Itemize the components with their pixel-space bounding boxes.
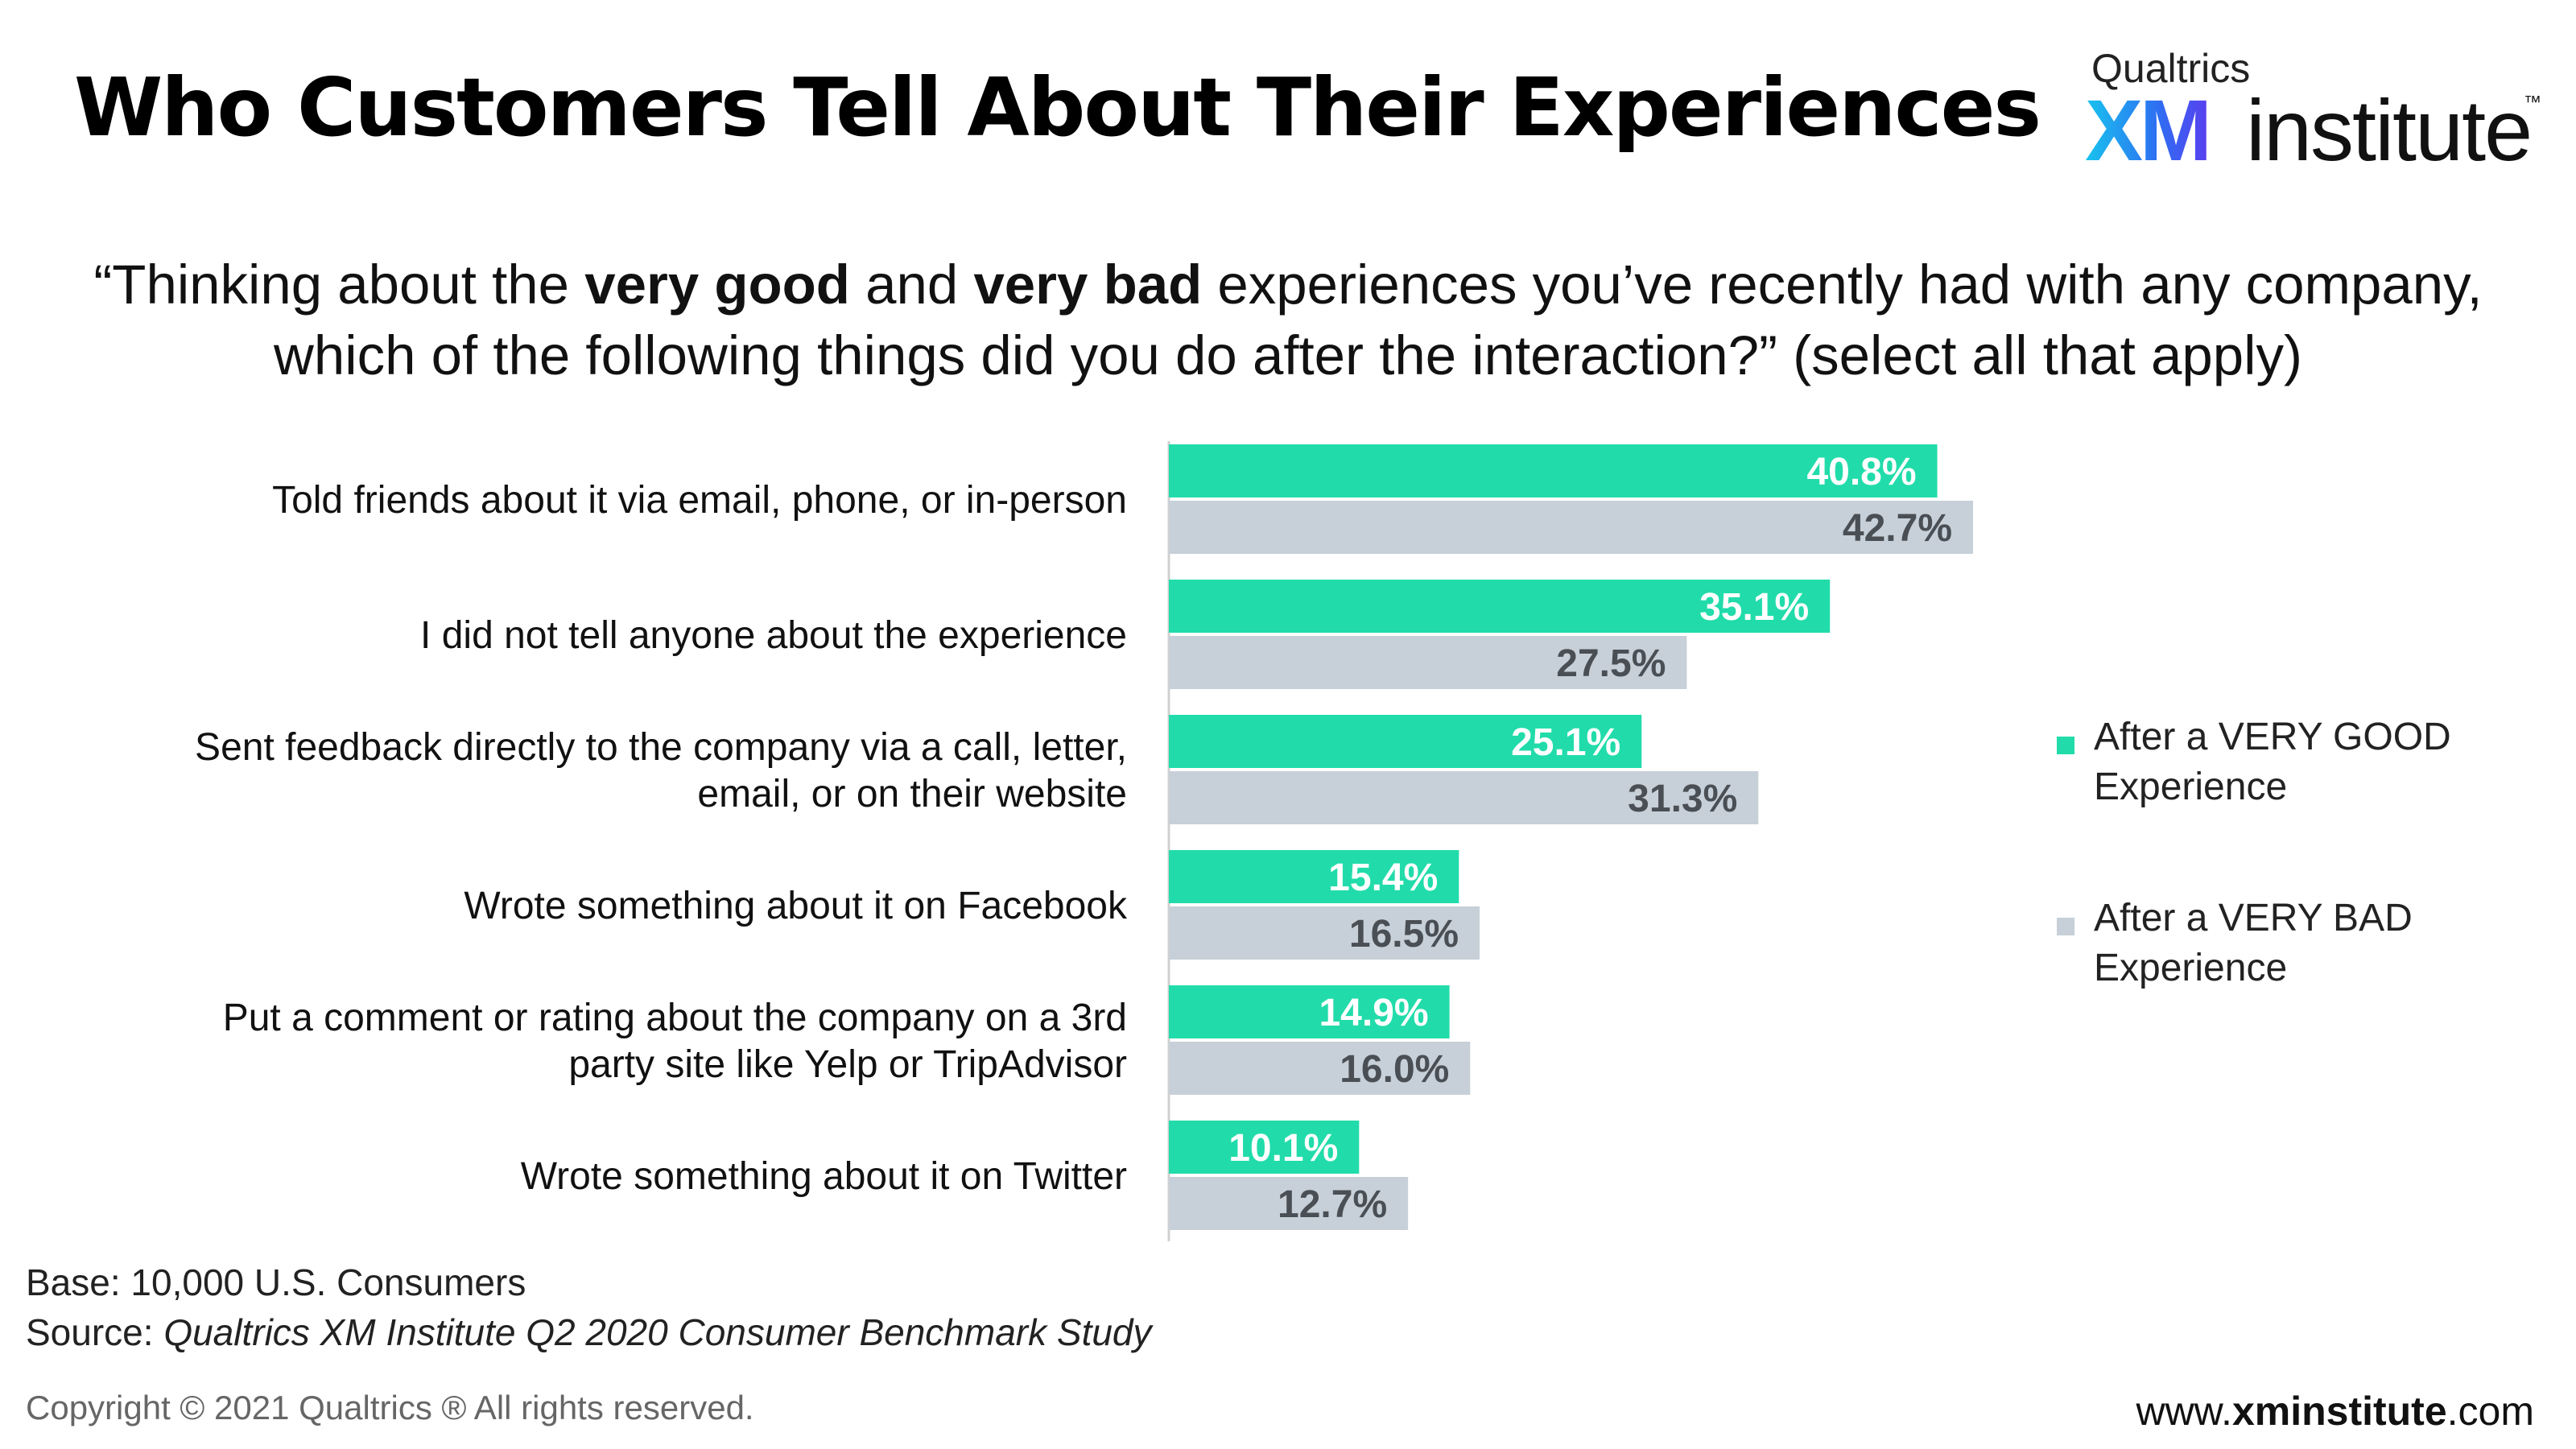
data-label-very-bad-5: 12.7% xyxy=(1278,1183,1387,1226)
category-label-4-line-0: Put a comment or rating about the compan… xyxy=(223,997,1127,1039)
source-prefix: Source: xyxy=(26,1311,164,1353)
legend-item-very-bad: After a VERY BAD Experience xyxy=(2057,894,2508,994)
survey-question: “Thinking about the very good and very b… xyxy=(48,250,2528,391)
data-label-very-bad-4: 16.0% xyxy=(1340,1048,1449,1091)
bar-very-good-2 xyxy=(1169,715,1642,768)
legend-label-very-good: After a VERY GOOD Experience xyxy=(2094,712,2496,812)
data-label-very-bad-3: 16.5% xyxy=(1349,913,1459,956)
data-label-very-good-1: 35.1% xyxy=(1699,586,1809,629)
website-link[interactable]: www.xminstitute.com xyxy=(2136,1388,2534,1435)
category-label-5-line-0: Wrote something about it on Twitter xyxy=(521,1155,1127,1198)
logo-brand-institute: institute xyxy=(2246,81,2533,179)
legend-line: Experience xyxy=(2094,947,2288,989)
legend-line: After a VERY BAD xyxy=(2094,897,2413,939)
category-label-4-line-1: party site like Yelp or TripAdvisor xyxy=(568,1043,1127,1086)
legend-line: After a VERY GOOD xyxy=(2094,716,2451,758)
data-label-very-good-0: 40.8% xyxy=(1806,451,1916,493)
website-prefix: www. xyxy=(2136,1389,2232,1434)
question-bold-very-bad: very bad xyxy=(973,254,1203,316)
data-label-very-bad-0: 42.7% xyxy=(1843,507,1952,550)
bar-very-bad-3 xyxy=(1169,906,1480,960)
data-label-very-good-4: 14.9% xyxy=(1319,992,1428,1034)
legend-swatch-very-good xyxy=(2057,737,2074,754)
source-note: Source: Qualtrics XM Institute Q2 2020 C… xyxy=(26,1307,1152,1357)
legend-line: Experience xyxy=(2094,766,2288,808)
bar-very-good-3 xyxy=(1169,850,1459,903)
source-title: Qualtrics XM Institute Q2 2020 Consumer … xyxy=(163,1311,1152,1353)
bar-very-good-5 xyxy=(1169,1121,1360,1174)
category-label-1-line-0: I did not tell anyone about the experien… xyxy=(420,614,1127,657)
data-label-very-good-2: 25.1% xyxy=(1511,721,1620,764)
bar-very-bad-0 xyxy=(1169,501,1973,554)
category-label-2-line-1: email, or on their website xyxy=(697,773,1127,815)
category-label-2-line-0: Sent feedback directly to the company vi… xyxy=(195,726,1127,769)
chart-legend: After a VERY GOOD Experience After a VER… xyxy=(2057,712,2508,1075)
legend-swatch-very-bad xyxy=(2057,918,2074,935)
copyright-notice: Copyright © 2021 Qualtrics ® All rights … xyxy=(26,1389,754,1426)
website-domain: xminstitute xyxy=(2231,1389,2447,1434)
chart-notes: Base: 10,000 U.S. Consumers Source: Qual… xyxy=(26,1257,1152,1357)
question-text-rest: experiences you’ve recently had with any… xyxy=(274,254,2483,386)
legend-label-very-bad: After a VERY BAD Experience xyxy=(2094,894,2496,993)
bar-very-bad-2 xyxy=(1169,771,1759,824)
question-bold-very-good: very good xyxy=(584,254,850,316)
logo-brand-xm: XM xyxy=(2085,81,2212,179)
xm-institute-logo: Qualtrics XM institute ™ xyxy=(2085,45,2541,179)
logo-trademark: ™ xyxy=(2524,92,2541,112)
question-text-mid: and xyxy=(849,254,974,316)
base-note: Base: 10,000 U.S. Consumers xyxy=(26,1261,526,1303)
bar-very-good-1 xyxy=(1169,580,1831,633)
bar-very-bad-1 xyxy=(1169,636,1687,689)
legend-item-very-good: After a VERY GOOD Experience xyxy=(2057,712,2508,813)
data-label-very-bad-2: 31.3% xyxy=(1628,778,1737,820)
bar-very-good-4 xyxy=(1169,985,1450,1038)
bar-very-good-0 xyxy=(1169,444,1938,497)
bar-very-bad-4 xyxy=(1169,1042,1471,1095)
category-label-3-line-0: Wrote something about it on Facebook xyxy=(464,885,1128,927)
website-suffix: .com xyxy=(2446,1389,2534,1434)
data-label-very-bad-1: 27.5% xyxy=(1556,642,1666,685)
data-label-very-good-5: 10.1% xyxy=(1228,1127,1338,1170)
bar-very-bad-5 xyxy=(1169,1177,1409,1230)
page-title: Who Customers Tell About Their Experienc… xyxy=(74,60,2041,155)
category-label-0-line-0: Told friends about it via email, phone, … xyxy=(272,479,1127,522)
question-text-open: “Thinking about the xyxy=(93,254,585,316)
logo-brand-small: Qualtrics xyxy=(2091,46,2251,91)
data-label-very-good-3: 15.4% xyxy=(1328,857,1438,899)
